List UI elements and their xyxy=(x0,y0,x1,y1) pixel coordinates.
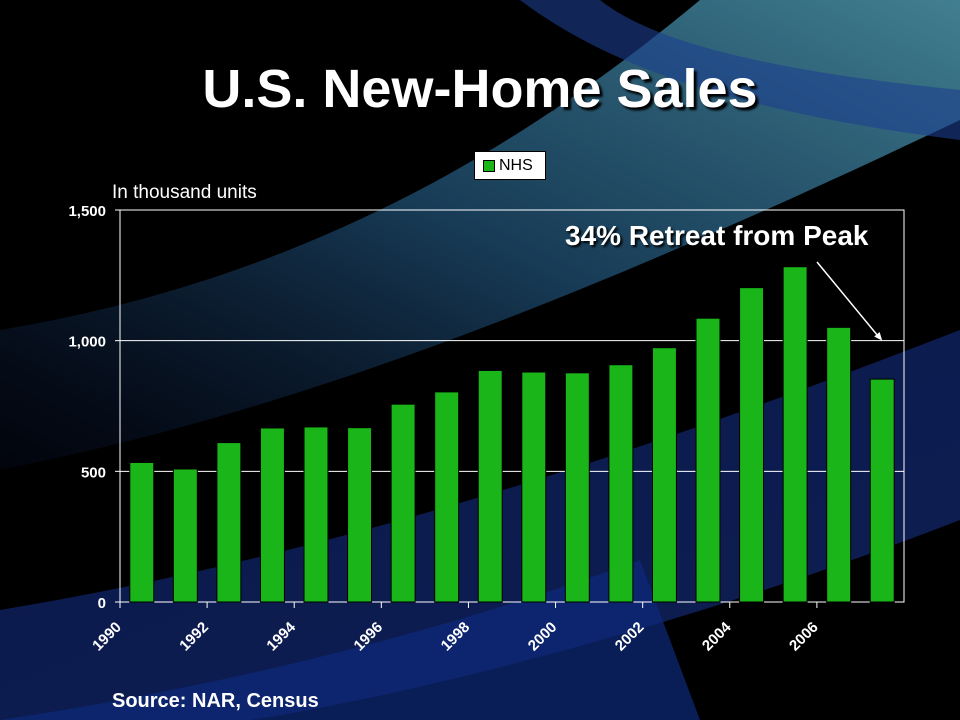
x-tick-label: 2006 xyxy=(786,619,822,655)
y-tick-label: 500 xyxy=(81,464,106,481)
bar-1991 xyxy=(172,468,198,603)
bar-2003 xyxy=(695,317,721,603)
y-tick-label: 1,000 xyxy=(68,334,106,351)
x-tick-label: 1990 xyxy=(89,619,125,655)
chart-annotation: 34% Retreat from Peak xyxy=(565,220,869,251)
bar-2002 xyxy=(651,347,677,603)
bar-2007 xyxy=(869,378,895,603)
unit-label: In thousand units xyxy=(112,182,257,203)
bar-1997 xyxy=(434,391,460,603)
chart-legend: NHS xyxy=(474,151,546,180)
bar-1993 xyxy=(259,427,285,603)
slide-title: U.S. New-Home Sales xyxy=(202,59,758,119)
bar-1996 xyxy=(390,403,416,603)
x-tick-label: 2002 xyxy=(612,619,648,655)
y-tick-label: 1,500 xyxy=(68,203,106,220)
x-tick-label: 1992 xyxy=(176,619,212,655)
annotation-arrowhead xyxy=(874,332,883,341)
x-tick-label: 2004 xyxy=(699,618,735,654)
legend-label: NHS xyxy=(499,156,533,174)
bar-1994 xyxy=(303,426,329,603)
plot-area xyxy=(119,209,905,603)
source-note: Source: NAR, Census xyxy=(112,690,319,712)
bar-1998 xyxy=(477,369,503,603)
legend-swatch xyxy=(483,159,495,172)
x-tick-label: 1996 xyxy=(351,619,387,655)
bar-2004 xyxy=(739,287,765,603)
x-tick-label: 2000 xyxy=(525,619,561,655)
annotation-arrow-line xyxy=(816,261,881,340)
bar-2006 xyxy=(826,326,852,603)
y-tick-label: 0 xyxy=(98,595,106,612)
bar-1995 xyxy=(347,427,373,603)
bar-1990 xyxy=(129,461,155,603)
x-tick-label: 1994 xyxy=(263,618,299,654)
x-tick-label: 1998 xyxy=(438,619,474,655)
bar-2001 xyxy=(608,364,634,603)
bar-1992 xyxy=(216,442,242,603)
bar-2000 xyxy=(564,372,590,603)
bar-1999 xyxy=(521,371,547,603)
bar-2005 xyxy=(782,266,808,603)
